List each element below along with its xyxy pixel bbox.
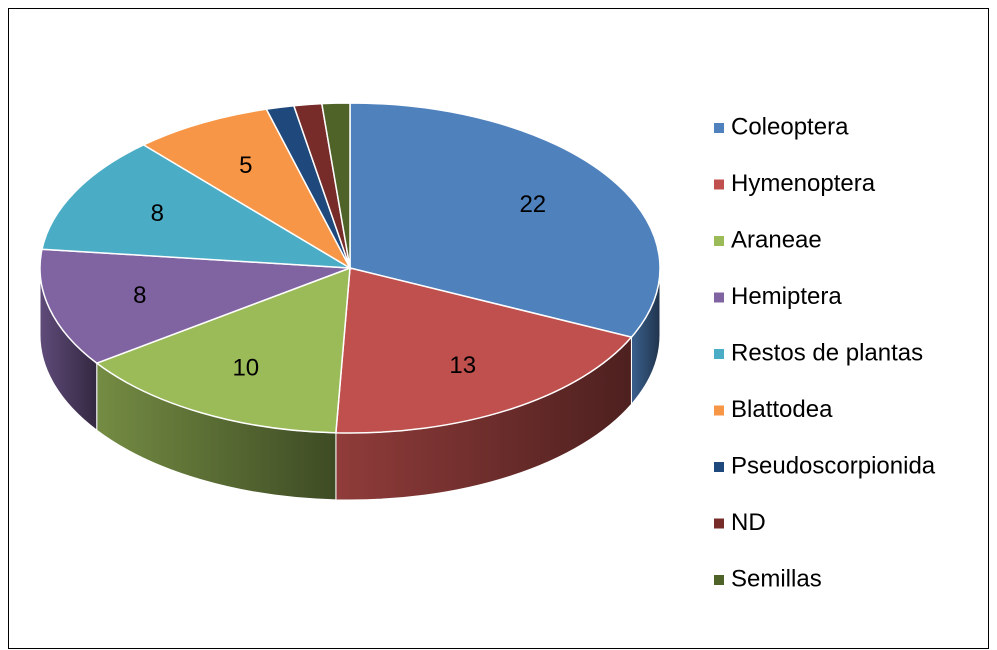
data-label: 8	[133, 282, 146, 309]
legend-label: Semillas	[731, 565, 822, 592]
legend-swatch	[714, 292, 724, 303]
data-label: 5	[239, 152, 252, 179]
pie-slice	[349, 102, 661, 339]
legend-swatch	[714, 179, 724, 190]
legend-label: Araneae	[731, 226, 822, 253]
legend-swatch	[714, 518, 724, 529]
data-label: 22	[519, 191, 546, 218]
data-label: 8	[151, 200, 164, 227]
pie-slice	[39, 248, 351, 364]
data-label: 10	[232, 355, 259, 382]
legend-label: Pseudoscorpionida	[731, 452, 936, 479]
legend-swatch	[714, 462, 724, 472]
pie-slice	[320, 102, 351, 269]
legend-swatch	[714, 123, 724, 133]
pie-slice	[142, 108, 352, 271]
legend-label: ND	[731, 509, 766, 536]
pie-slice	[41, 144, 351, 269]
legend-label: Hemiptera	[731, 283, 842, 310]
legend-swatch	[714, 349, 724, 359]
data-label: 13	[449, 352, 476, 379]
legend-swatch	[714, 575, 724, 585]
legend-label: Coleoptera	[731, 113, 849, 140]
legend-label: Hymenoptera	[731, 170, 876, 197]
legend-label: Blattodea	[731, 396, 833, 423]
pie-slice	[95, 266, 351, 434]
pie-slice	[335, 267, 633, 434]
legend-swatch	[714, 236, 724, 246]
legend-swatch	[714, 405, 724, 416]
legend-label: Restos de plantas	[731, 339, 923, 366]
